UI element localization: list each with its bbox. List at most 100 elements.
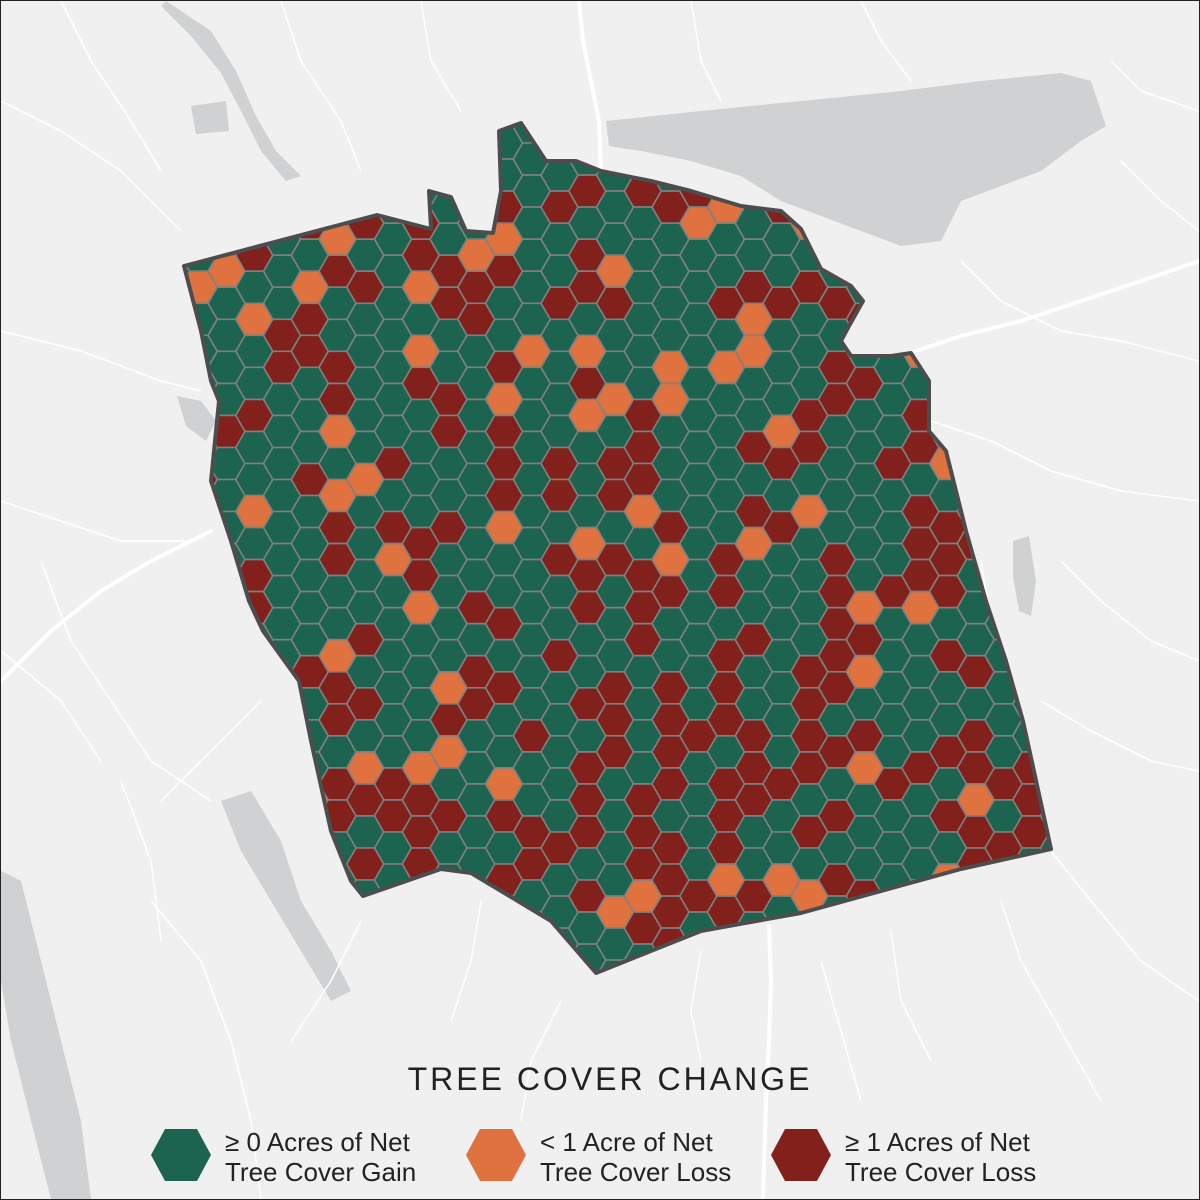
hex-cell xyxy=(207,863,246,897)
hex-cell xyxy=(262,734,302,769)
hex-cell xyxy=(1011,718,1051,753)
hex-cell xyxy=(873,254,912,289)
pond-northwest xyxy=(191,101,229,134)
hex-cell xyxy=(184,799,191,833)
hex-cell xyxy=(290,847,330,881)
hex-cell xyxy=(651,959,690,973)
hex-cell xyxy=(184,959,191,973)
hex-cell xyxy=(184,767,191,801)
hex-cell xyxy=(207,959,246,973)
legend-title: TREE COVER CHANGE xyxy=(407,1061,813,1097)
hex-cell xyxy=(984,190,1023,224)
hex-cell xyxy=(429,123,468,128)
hex-cell xyxy=(234,174,274,208)
hex-cell xyxy=(207,702,246,737)
hex-cell xyxy=(318,190,357,224)
hex-cell xyxy=(900,398,940,433)
hex-cell xyxy=(512,943,552,973)
hex-cell xyxy=(900,302,940,337)
hex-cell xyxy=(373,927,413,961)
hex-cell xyxy=(184,911,219,945)
legend-label-gain: ≥ 0 Acres of Net Tree Cover Gain xyxy=(225,1127,416,1187)
hex-cell xyxy=(1039,350,1051,385)
hex-cell xyxy=(184,751,219,785)
hex-cell xyxy=(956,366,996,401)
hex-cell xyxy=(1039,927,1051,961)
hex-cell xyxy=(873,286,912,321)
hex-cell xyxy=(1011,206,1051,240)
hex-cell xyxy=(1011,430,1051,465)
hex-cell xyxy=(207,638,246,673)
hex-cell xyxy=(540,126,579,160)
hex-cell xyxy=(184,927,191,961)
hex-cell xyxy=(184,783,219,817)
hex-cell xyxy=(789,911,829,945)
hex-cell xyxy=(984,959,1023,973)
hex-cell xyxy=(373,959,413,973)
hex-cell xyxy=(1011,622,1051,657)
hex-cell xyxy=(1039,254,1051,289)
hex-cell xyxy=(928,350,968,385)
hex-cell xyxy=(873,895,912,929)
hex-cell xyxy=(540,123,579,128)
legend-item-gain: ≥ 0 Acres of Net Tree Cover Gain xyxy=(149,1127,449,1191)
hex-cell xyxy=(873,959,912,973)
hex-cell xyxy=(956,879,996,913)
hex-cell xyxy=(234,206,274,240)
hex-cell xyxy=(207,190,246,224)
hex-cell xyxy=(429,895,468,929)
hex-cell xyxy=(262,959,302,973)
hex-cell xyxy=(1039,606,1051,641)
hex-cell xyxy=(1039,638,1051,673)
hex-cell xyxy=(184,718,219,753)
hex-cell xyxy=(900,270,940,305)
hex-cell xyxy=(184,574,191,609)
hex-cell xyxy=(928,286,968,321)
hex-cell xyxy=(207,670,246,705)
shoreline-west xyxy=(177,396,216,441)
hex-cell xyxy=(956,398,996,433)
hex-cell xyxy=(1039,190,1051,224)
hex-cell xyxy=(345,123,385,144)
hexagon-icon-gain xyxy=(151,1129,211,1181)
hex-cell xyxy=(1039,478,1051,513)
hex-cell xyxy=(984,414,1023,449)
hex-cell xyxy=(234,943,274,973)
highway-south xyxy=(761,924,774,1199)
hex-cell xyxy=(984,895,1023,929)
hex-cell xyxy=(184,638,191,673)
hex-cell xyxy=(345,943,385,973)
hex-cell xyxy=(184,158,191,192)
hex-cell xyxy=(984,286,1023,321)
hex-cell xyxy=(984,222,1023,256)
hex-cell xyxy=(429,927,468,961)
hex-cell xyxy=(1039,670,1051,705)
hex-cell xyxy=(184,734,191,769)
legend-label-large-loss: ≥ 1 Acres of Net Tree Cover Loss xyxy=(845,1127,1036,1187)
hex-cell xyxy=(1011,270,1051,305)
hex-cell xyxy=(956,462,996,497)
hex-cell xyxy=(401,123,441,144)
highway-west xyxy=(1,529,213,683)
hex-cell xyxy=(1039,414,1051,449)
hex-cell xyxy=(456,943,496,973)
highway-north xyxy=(577,1,603,173)
legend-line-1: < 1 Acre of Net xyxy=(540,1127,713,1157)
river-south xyxy=(221,791,351,1001)
hex-cell xyxy=(290,174,330,208)
hex-cell xyxy=(262,190,302,224)
hex-cell xyxy=(928,895,968,929)
hex-cell xyxy=(184,350,191,385)
hex-cell xyxy=(290,142,330,176)
hex-cell xyxy=(956,206,996,240)
hex-cell xyxy=(1039,542,1051,577)
hex-cell xyxy=(290,815,330,849)
hex-cell xyxy=(401,943,441,973)
hex-cell xyxy=(207,606,246,641)
river-northwest xyxy=(161,1,301,181)
legend-line-2: Tree Cover Gain xyxy=(225,1157,417,1187)
hex-cell xyxy=(1039,382,1051,417)
hex-cell xyxy=(184,414,191,449)
hex-cell xyxy=(984,478,1023,513)
